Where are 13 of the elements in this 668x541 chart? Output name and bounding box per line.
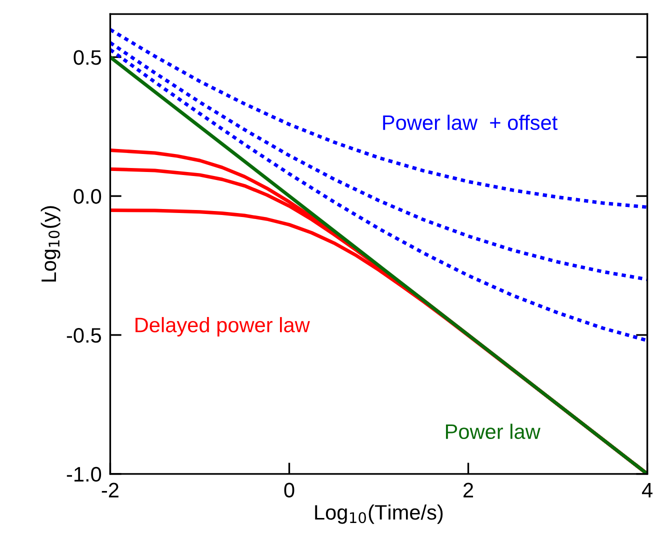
annotation: Delayed power law	[136, 317, 310, 336]
x-tick-label: 2	[464, 482, 474, 498]
y-tick-label: 0.5	[74, 50, 102, 65]
annotation: Power law + offset	[383, 114, 558, 130]
annotation: Power law	[446, 424, 540, 440]
x-axis-title: Log$_{10}$(Time/s)	[315, 504, 443, 524]
x-tick-label: 0	[284, 482, 294, 498]
y-tick-label: -1.0	[66, 466, 102, 482]
y-axis-title: Log$_{10}$(y)	[40, 206, 60, 282]
x-tick-label: -2	[102, 482, 118, 498]
x-tick-label: 4	[642, 483, 652, 498]
y-tick-label: 0.0	[74, 189, 102, 204]
y-tick-label: -0.5	[66, 328, 102, 343]
